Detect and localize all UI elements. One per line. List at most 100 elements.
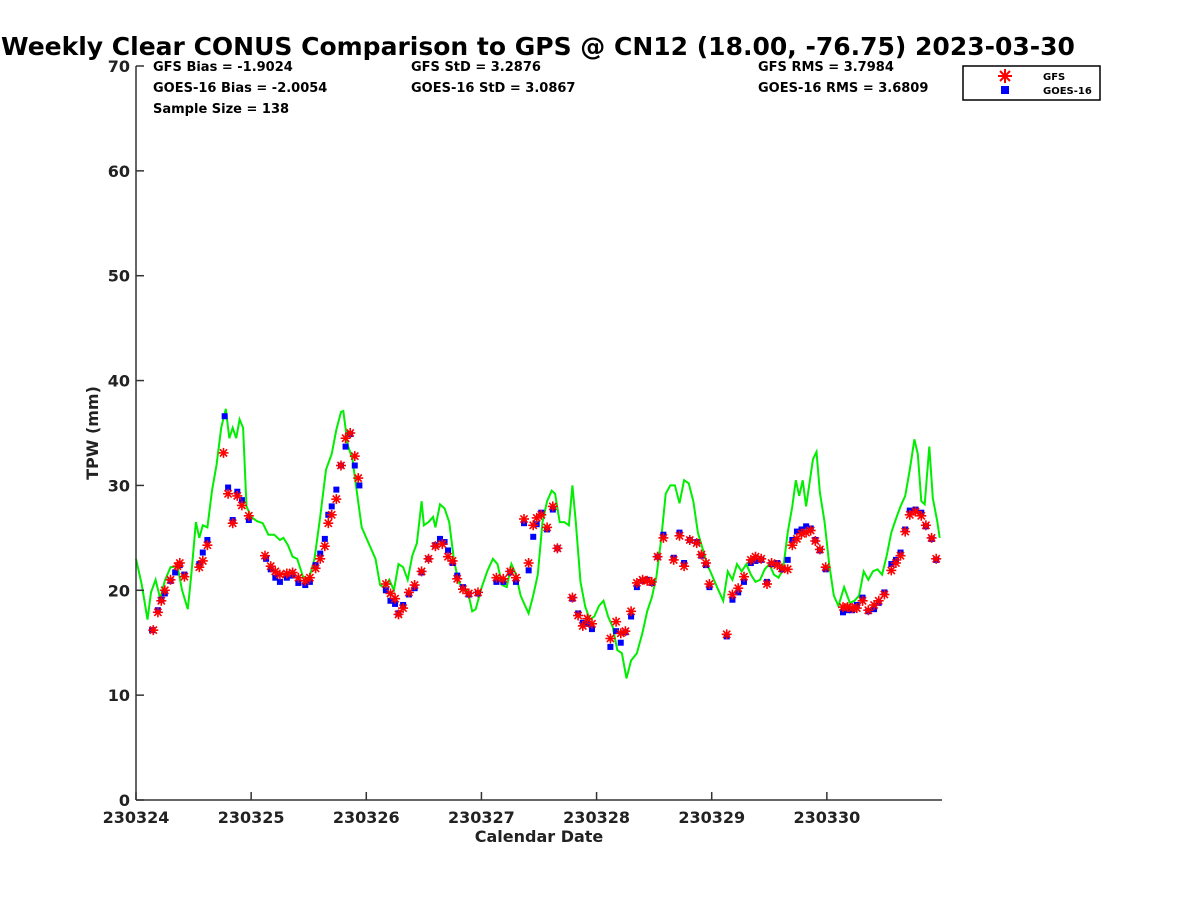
stat-goes-bias: GOES-16 Bias = -2.0054 (153, 81, 327, 96)
goes16-point (392, 600, 399, 607)
gfs-point (626, 606, 637, 617)
gfs-point (573, 610, 584, 621)
gfs-point (805, 525, 816, 536)
gfs-point (750, 551, 761, 562)
y-axis-label: TPW (mm) (83, 386, 102, 480)
legend-gfs-asterisk-icon (998, 69, 1012, 83)
gfs-point (873, 595, 884, 606)
gfs-point (704, 579, 715, 589)
gfs-point (409, 580, 420, 590)
gfs-point (323, 518, 334, 529)
gfs-point (159, 585, 170, 596)
gfs-point (577, 620, 588, 631)
goes16-point (276, 578, 283, 585)
x-axis-label: Calendar Date (475, 827, 604, 846)
gfs-point (920, 520, 931, 531)
stat-sample-size: Sample Size = 138 (153, 102, 289, 117)
gfs-point (926, 532, 937, 543)
goes16-point (225, 484, 232, 491)
goes16-point (204, 536, 211, 543)
gfs-point (886, 565, 897, 576)
gfs-point (658, 532, 669, 543)
gfs-point (463, 588, 474, 599)
gfs-point (148, 625, 159, 636)
gfs-point (879, 589, 890, 600)
gfs-point (895, 550, 906, 561)
gfs-point (931, 553, 942, 564)
goes16-point (525, 567, 532, 574)
legend: GFS GOES-16 (962, 65, 1101, 101)
y-tick-label: 20 (108, 581, 130, 600)
goes16-point (888, 561, 895, 568)
gfs-point (473, 587, 483, 598)
gfs-point (691, 538, 702, 549)
gfs-point (236, 500, 247, 511)
gfs-point (611, 616, 622, 627)
goes16-point (445, 547, 452, 554)
goes16-point (221, 413, 228, 420)
goes16-point (333, 486, 340, 493)
y-tick-label: 10 (108, 686, 130, 705)
gfs-point (447, 555, 458, 566)
legend-label-gfs: GFS (1043, 72, 1065, 83)
x-tick-label: 230330 (793, 808, 860, 827)
goes16-point (839, 609, 846, 616)
gfs-point (668, 554, 679, 565)
gfs-point (430, 541, 441, 552)
gfs-point (202, 540, 213, 551)
gfs-point (505, 566, 516, 577)
gfs-point (380, 579, 391, 589)
goes16-point (356, 482, 363, 489)
gfs-point (403, 587, 414, 598)
gfs-point (498, 573, 509, 584)
gfs-point (353, 473, 364, 484)
gfs-point (197, 555, 208, 566)
gfs-point (674, 530, 685, 541)
goes16-point (740, 578, 747, 585)
goes16-point (533, 521, 540, 528)
gfs-point (857, 595, 868, 606)
gfs-point (304, 572, 315, 583)
goes16-point (199, 549, 206, 556)
gfs-point (523, 558, 534, 568)
x-tick-label: 230325 (218, 808, 285, 827)
gfs-point (910, 506, 921, 517)
gfs-point (326, 509, 337, 520)
gfs-point (890, 558, 901, 568)
x-tick-label: 230329 (678, 808, 745, 827)
gfs-point (165, 574, 176, 585)
gfs-point (605, 633, 616, 644)
stat-gfs-rms: GFS RMS = 3.7984 (758, 60, 894, 75)
goes16-point (530, 533, 537, 540)
goes16-point (784, 556, 791, 563)
stats-block: GFS Bias = -1.9024 GOES-16 Bias = -2.005… (153, 60, 928, 117)
x-tick-label: 230327 (448, 808, 515, 827)
plot-area (135, 408, 942, 679)
gfs-point (916, 510, 927, 521)
gfs-point (733, 583, 744, 594)
y-tick-label: 40 (108, 372, 130, 391)
gfs-point (542, 522, 553, 533)
goes16-point (317, 550, 324, 557)
gfs-point (458, 584, 468, 595)
goes16-point (387, 597, 394, 604)
stat-gfs-std: GFS StD = 3.2876 (411, 60, 541, 75)
gfs-point (620, 626, 631, 637)
gfs-point (423, 553, 434, 564)
gfs-point (390, 593, 401, 604)
gfs-point (679, 561, 690, 572)
stat-goes-rms: GOES-16 RMS = 3.6809 (758, 81, 928, 96)
gfs-point (223, 488, 234, 499)
gfs-point (437, 539, 448, 550)
gps-series-line (135, 408, 941, 679)
axes: 0 10 20 30 40 50 60 70 230324 230325 230326 230327 2… (103, 57, 942, 827)
gfs-point (536, 509, 547, 520)
goes16-point (351, 462, 358, 469)
goes16-point (613, 628, 620, 635)
gfs-point (519, 514, 529, 524)
gfs-point (174, 558, 185, 568)
y-tick-label: 50 (108, 267, 130, 286)
y-tick-label: 30 (108, 476, 130, 495)
goes16-point (588, 626, 595, 633)
